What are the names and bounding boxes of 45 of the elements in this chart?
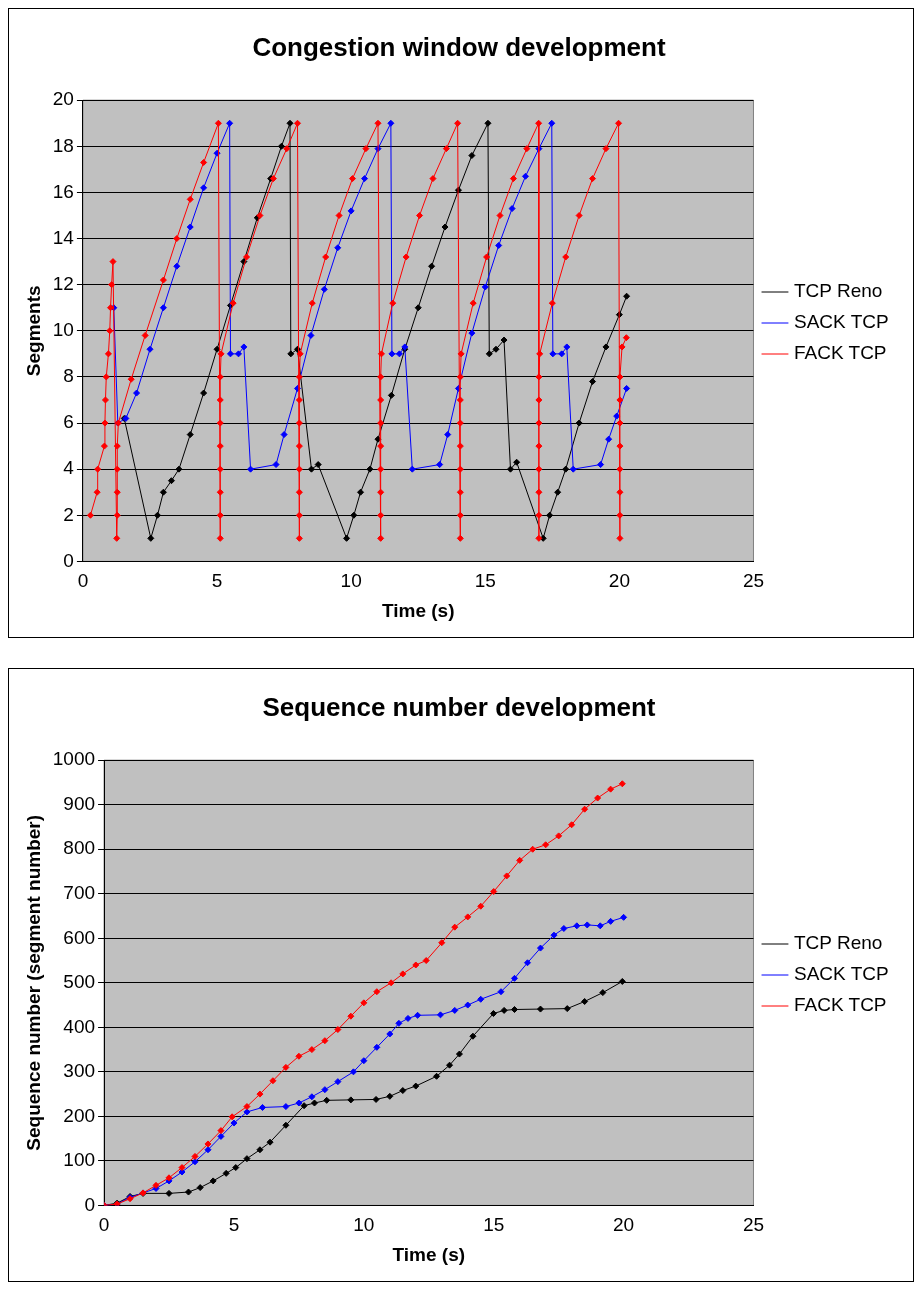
x-axis-title: Time (s) bbox=[392, 1243, 466, 1265]
y-tick-label: 2 bbox=[63, 503, 74, 525]
x-tick-label: 25 bbox=[742, 1214, 765, 1236]
legend-label: TCP Reno bbox=[793, 932, 883, 954]
chart-title: Congestion window development bbox=[252, 31, 666, 62]
y-tick-label: 6 bbox=[63, 411, 74, 433]
x-tick-label: 10 bbox=[340, 570, 362, 592]
legend-label: SACK TCP bbox=[793, 311, 889, 333]
legend-label: TCP Reno bbox=[793, 280, 883, 302]
y-tick-label: 10 bbox=[52, 319, 74, 341]
y-tick-label: 12 bbox=[52, 272, 74, 294]
x-tick-label: 15 bbox=[474, 570, 496, 592]
y-tick-label: 900 bbox=[63, 792, 96, 814]
x-tick-label: 10 bbox=[353, 1214, 375, 1236]
y-axis-title: Sequence number (segment number) bbox=[22, 814, 44, 1151]
y-tick-label: 300 bbox=[63, 1060, 96, 1082]
x-tick-label: 0 bbox=[98, 1214, 110, 1236]
y-tick-label: 700 bbox=[63, 881, 96, 903]
x-tick-label: 5 bbox=[211, 570, 223, 592]
y-axis-title: Segments bbox=[22, 285, 44, 377]
y-tick-label: 16 bbox=[52, 180, 74, 202]
y-tick-label: 0 bbox=[63, 549, 74, 571]
y-tick-label: 0 bbox=[84, 1193, 96, 1215]
y-tick-label: 1000 bbox=[52, 748, 96, 770]
y-tick-label: 500 bbox=[63, 971, 96, 993]
y-tick-label: 20 bbox=[52, 88, 74, 110]
legend-label: FACK TCP bbox=[793, 342, 887, 364]
x-tick-label: 15 bbox=[483, 1214, 505, 1236]
y-tick-label: 600 bbox=[63, 926, 96, 948]
y-tick-label: 200 bbox=[63, 1104, 96, 1126]
y-tick-label: 100 bbox=[63, 1149, 96, 1171]
y-tick-label: 400 bbox=[63, 1015, 96, 1037]
y-tick-label: 18 bbox=[52, 134, 74, 156]
x-tick-label: 20 bbox=[613, 1214, 635, 1236]
legend-label: SACK TCP bbox=[793, 963, 889, 985]
x-tick-label: 5 bbox=[228, 1214, 240, 1236]
x-tick-label: 25 bbox=[742, 570, 765, 592]
x-axis-title: Time (s) bbox=[381, 599, 455, 621]
legend-label: FACK TCP bbox=[793, 994, 887, 1016]
y-tick-label: 4 bbox=[63, 457, 75, 479]
y-tick-label: 800 bbox=[63, 837, 96, 859]
y-tick-label: 14 bbox=[52, 226, 75, 248]
y-tick-label: 8 bbox=[63, 365, 74, 387]
x-tick-label: 20 bbox=[608, 570, 630, 592]
chart-title: Sequence number development bbox=[262, 691, 656, 722]
